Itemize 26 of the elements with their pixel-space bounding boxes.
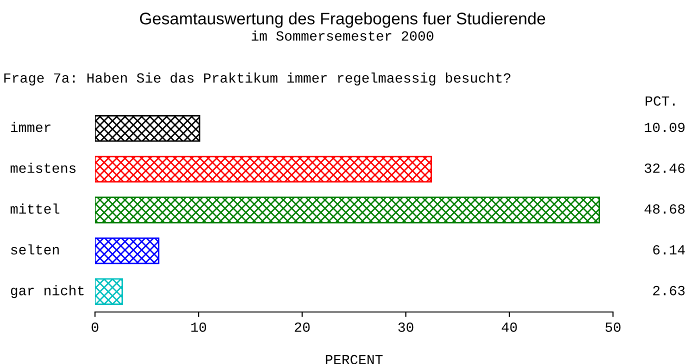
x-tick-label: 30 (398, 322, 414, 332)
bar (95, 115, 200, 142)
y-tick-label: selten (11, 244, 59, 255)
bar (95, 237, 160, 264)
bar (95, 278, 123, 305)
data-label: 2.63 (653, 286, 685, 296)
y-tick-label: mittel (10, 204, 60, 214)
x-tick-label: 40 (502, 322, 517, 332)
y-tick-label: gar nicht (10, 285, 84, 298)
data-label: 48.68 (644, 204, 685, 214)
x-tick-label: 10 (191, 322, 206, 332)
x-tick-label: 20 (294, 322, 310, 332)
data-label: 6.14 (653, 245, 685, 255)
y-tick-label: meistens (10, 162, 76, 173)
chart-title: Gesamtauswertung des Fragebogens fuer Studierende (140, 12, 546, 28)
data-label: 10.09 (644, 122, 685, 132)
x-tick-label: 50 (606, 322, 620, 332)
text: Frage 7a: Haben Sie das Praktikum immer regelmaessig besucht? (4, 72, 510, 86)
data-label: 32.46 (644, 164, 685, 173)
x-tick-label: 0 (92, 322, 98, 332)
x-axis-title: PERCENT (326, 354, 383, 364)
bar (95, 196, 600, 224)
text: PCT. (646, 96, 675, 106)
chart-subtitle: im Sommersemester 2000 (252, 30, 434, 41)
y-tick-label: immer (10, 122, 50, 132)
bar (95, 156, 432, 183)
